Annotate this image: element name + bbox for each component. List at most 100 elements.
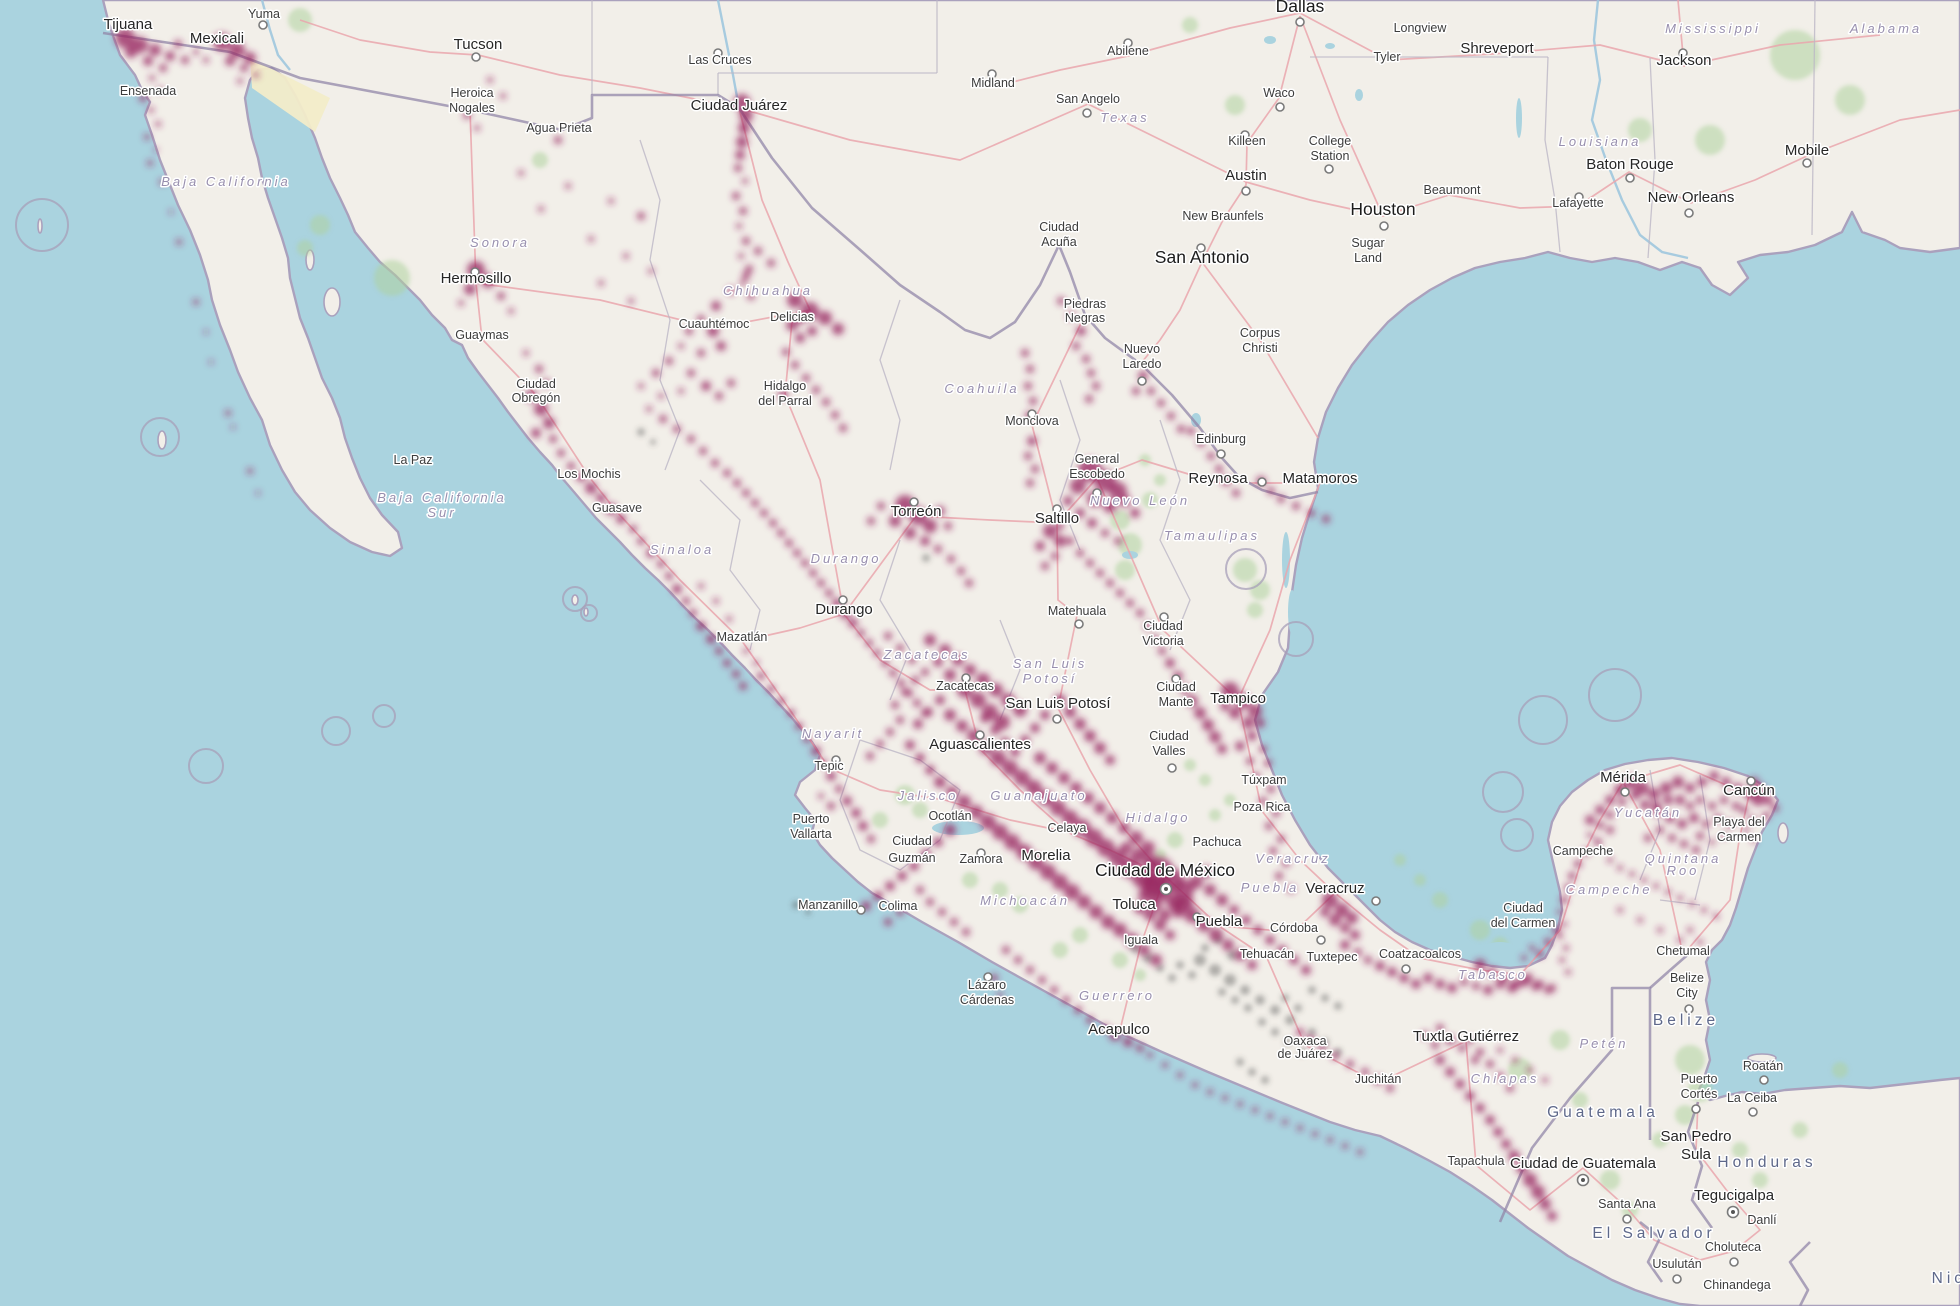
forest-patch	[912, 802, 928, 818]
density-blob	[1158, 647, 1166, 655]
place-label: Lafayette	[1552, 196, 1603, 210]
forest-patch	[872, 812, 888, 828]
place-label: Cancún	[1723, 782, 1775, 799]
place-label: Ciudad de México	[1095, 860, 1235, 880]
place-label: General	[1075, 452, 1119, 466]
density-blob	[1357, 1149, 1363, 1155]
density-blob	[742, 272, 750, 280]
place-label: Escobedo	[1069, 467, 1125, 481]
density-blob	[842, 796, 852, 806]
density-blob	[716, 341, 726, 351]
density-blob	[174, 40, 182, 48]
density-blob	[1523, 973, 1533, 983]
density-blob	[1103, 499, 1117, 513]
density-blob	[1501, 1139, 1511, 1149]
place-label: Yuma	[248, 7, 280, 21]
forest-patch	[1732, 1142, 1748, 1158]
city-marker	[1401, 964, 1411, 974]
density-blob-gray	[1224, 974, 1236, 986]
territorial-ring	[580, 604, 598, 622]
density-blob	[923, 519, 937, 533]
density-blob	[1013, 703, 1027, 717]
density-blob	[1253, 925, 1263, 935]
density-blob	[1259, 797, 1267, 805]
forest-patch	[1832, 1062, 1848, 1078]
place-label: Matehuala	[1048, 604, 1106, 618]
forest-patch	[1110, 510, 1130, 530]
city-marker	[1171, 674, 1181, 684]
forest-patch	[1142, 492, 1158, 508]
density-blob	[711, 301, 721, 311]
capital-marker-dot	[1581, 1178, 1585, 1182]
density-blob	[1559, 957, 1565, 963]
density-blob	[738, 122, 750, 134]
density-blob	[144, 134, 150, 140]
territorial-rings	[15, 198, 1642, 852]
density-blob	[1180, 684, 1190, 694]
forest-patch	[1835, 85, 1865, 115]
density-blob	[646, 406, 652, 412]
density-blob	[687, 369, 695, 377]
forest-patch	[1652, 1132, 1668, 1148]
density-blob	[1436, 1024, 1444, 1032]
density-blob	[1493, 1127, 1503, 1137]
density-blob	[831, 411, 839, 419]
density-blob	[1189, 875, 1203, 889]
density-blob	[1076, 326, 1086, 336]
density-blob	[1668, 834, 1676, 842]
density-blob	[1748, 816, 1756, 824]
density-blob	[812, 386, 820, 394]
density-blob	[807, 326, 817, 336]
density-blob	[1697, 777, 1707, 787]
place-label: Tuxtepec	[1307, 950, 1358, 964]
place-label: Usulután	[1652, 1257, 1701, 1271]
city-marker	[831, 755, 841, 765]
density-blob	[747, 292, 755, 300]
place-label: Baja California	[161, 174, 291, 189]
density-blob	[1064, 706, 1076, 718]
density-blob	[916, 886, 924, 894]
density-blob	[896, 644, 904, 652]
density-blob	[1054, 535, 1066, 547]
density-blob	[1364, 956, 1372, 964]
density-blob	[1686, 802, 1694, 810]
density-blob	[1200, 866, 1212, 878]
density-blob	[176, 239, 182, 245]
density-blob	[244, 52, 256, 64]
density-blob	[952, 654, 964, 666]
density-blob	[1687, 927, 1693, 933]
place-label: Tijuana	[104, 16, 153, 33]
density-blob	[1094, 802, 1106, 814]
density-blob	[884, 632, 892, 640]
forest-patch	[1432, 892, 1448, 908]
density-blob	[848, 618, 858, 628]
density-blob	[1521, 955, 1527, 961]
density-blob	[1512, 1057, 1518, 1063]
road	[1141, 15, 1301, 363]
forest-patch	[992, 882, 1008, 898]
density-blob	[767, 259, 775, 267]
density-blob	[1235, 741, 1245, 751]
density-blob	[957, 795, 971, 809]
forest-patch	[1225, 95, 1245, 115]
place-label: Nuevo	[1124, 342, 1160, 356]
density-blob	[1077, 895, 1091, 909]
density-blob	[1097, 839, 1115, 857]
density-blob	[896, 716, 904, 724]
forest-patch	[1247, 602, 1263, 618]
place-label: Belize	[1670, 971, 1704, 985]
density-blob	[1511, 979, 1521, 989]
density-blob	[1329, 914, 1341, 926]
density-blob	[795, 333, 805, 343]
density-blob	[935, 695, 945, 705]
density-blob	[1630, 790, 1640, 800]
place-label: Celaya	[1048, 821, 1087, 835]
density-blob	[535, 365, 543, 373]
density-blob	[1074, 1006, 1082, 1014]
place-label: Victoria	[1142, 634, 1184, 648]
island	[37, 218, 43, 234]
density-blob	[1474, 959, 1486, 971]
place-label: Alabama	[1849, 21, 1922, 36]
